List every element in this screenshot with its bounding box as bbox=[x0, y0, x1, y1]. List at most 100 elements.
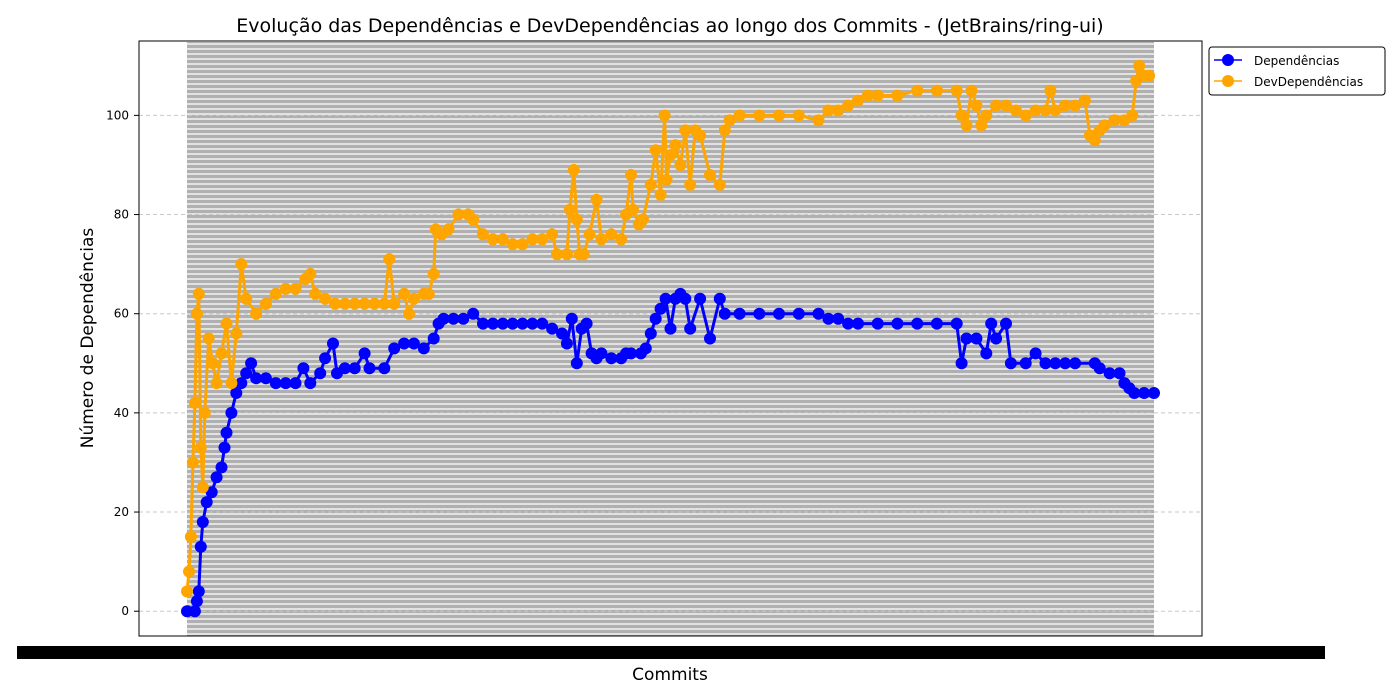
series-dependencias bbox=[181, 287, 1160, 618]
data-point bbox=[1009, 104, 1022, 117]
data-point bbox=[220, 317, 233, 330]
data-point bbox=[560, 248, 573, 261]
data-point bbox=[1059, 357, 1072, 370]
data-point bbox=[358, 347, 371, 360]
data-point bbox=[279, 282, 292, 295]
data-point bbox=[192, 287, 205, 300]
data-point bbox=[378, 362, 391, 375]
data-point bbox=[556, 327, 568, 340]
x-axis-label: Commits bbox=[632, 665, 708, 685]
data-point bbox=[1000, 99, 1012, 112]
data-point bbox=[753, 307, 766, 320]
data-point bbox=[664, 149, 677, 161]
data-point bbox=[407, 337, 420, 350]
legend-label-devdependencias: DevDependências bbox=[1254, 75, 1363, 89]
legend-marker-devdependencias bbox=[1222, 75, 1234, 87]
data-point bbox=[388, 342, 401, 355]
data-point bbox=[546, 322, 559, 335]
data-point bbox=[477, 317, 489, 330]
data-point bbox=[861, 89, 874, 102]
data-point bbox=[378, 297, 391, 310]
data-point bbox=[186, 456, 199, 469]
x-tick-labels-band bbox=[17, 646, 1325, 659]
data-point bbox=[220, 426, 233, 439]
data-point bbox=[625, 347, 637, 360]
data-point bbox=[457, 312, 470, 325]
data-point bbox=[447, 312, 460, 325]
data-point bbox=[215, 347, 228, 360]
data-point bbox=[327, 337, 339, 350]
data-point bbox=[1143, 69, 1156, 82]
data-point bbox=[660, 173, 673, 186]
data-point bbox=[955, 109, 968, 122]
data-point bbox=[417, 342, 430, 355]
data-point bbox=[985, 317, 998, 330]
data-point bbox=[871, 89, 884, 102]
data-point bbox=[852, 317, 864, 330]
data-point bbox=[871, 317, 884, 330]
data-point bbox=[842, 317, 855, 330]
data-point bbox=[230, 387, 243, 399]
plot-frame bbox=[138, 40, 1203, 637]
data-point bbox=[852, 94, 864, 107]
data-point bbox=[577, 248, 590, 261]
data-point bbox=[1019, 109, 1032, 122]
data-point bbox=[792, 109, 805, 122]
legend-marker-dependencias bbox=[1222, 54, 1234, 66]
data-point bbox=[960, 119, 973, 132]
data-point bbox=[368, 297, 381, 310]
data-point bbox=[192, 585, 205, 598]
data-point bbox=[842, 99, 855, 112]
data-point bbox=[950, 84, 963, 97]
data-point bbox=[190, 307, 203, 320]
data-point bbox=[235, 377, 248, 390]
data-point bbox=[955, 357, 968, 370]
data-point bbox=[516, 317, 529, 330]
data-point bbox=[348, 297, 361, 310]
data-point bbox=[279, 377, 292, 390]
data-point bbox=[202, 332, 215, 345]
y-tick-label: 80 bbox=[114, 208, 129, 222]
data-point bbox=[792, 307, 805, 320]
data-point bbox=[1069, 99, 1082, 112]
data-point bbox=[733, 109, 746, 122]
data-point bbox=[679, 124, 692, 137]
data-point bbox=[536, 233, 549, 246]
data-point bbox=[551, 248, 563, 261]
data-point bbox=[240, 367, 253, 380]
data-point bbox=[713, 292, 726, 305]
data-point bbox=[644, 178, 657, 191]
data-point bbox=[832, 312, 845, 325]
data-point bbox=[1069, 357, 1082, 370]
data-point bbox=[319, 352, 332, 365]
data-point bbox=[215, 461, 228, 474]
data-point bbox=[718, 124, 731, 137]
data-point bbox=[563, 203, 576, 216]
data-point bbox=[1059, 99, 1072, 112]
chart-title: Evolução das Dependências e DevDependênc… bbox=[236, 15, 1103, 37]
data-point bbox=[753, 109, 766, 122]
data-point bbox=[1098, 119, 1111, 132]
data-point bbox=[403, 307, 415, 320]
data-point bbox=[319, 292, 332, 305]
legend-box bbox=[1208, 46, 1386, 96]
data-point bbox=[289, 377, 302, 390]
data-point bbox=[407, 292, 420, 305]
data-point bbox=[427, 268, 440, 280]
data-point bbox=[452, 208, 465, 221]
data-point bbox=[506, 317, 519, 330]
data-point bbox=[627, 203, 639, 216]
data-point bbox=[383, 253, 396, 266]
data-point bbox=[225, 406, 238, 419]
data-point bbox=[615, 233, 628, 246]
data-point bbox=[1138, 387, 1151, 399]
plot-area bbox=[138, 40, 1203, 637]
data-point bbox=[427, 332, 440, 345]
data-point bbox=[526, 317, 539, 330]
data-point bbox=[684, 322, 697, 335]
data-point bbox=[1049, 357, 1062, 370]
data-point bbox=[245, 357, 258, 370]
data-point bbox=[1004, 357, 1017, 370]
data-point bbox=[822, 104, 835, 117]
data-point bbox=[649, 312, 662, 325]
